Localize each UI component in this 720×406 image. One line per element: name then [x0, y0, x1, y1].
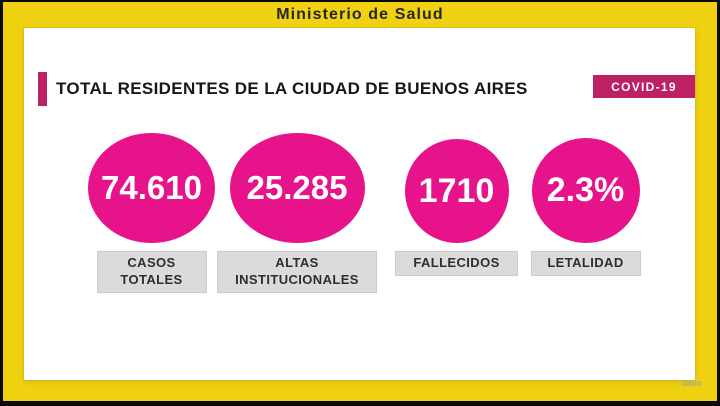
- stat-value: 2.3%: [546, 171, 625, 209]
- covid19-badge: COVID-19: [593, 75, 695, 98]
- stat-item-fallecidos: 1710 FALLECIDOS: [395, 132, 518, 276]
- watermark: [682, 381, 702, 386]
- stat-circle: 25.285: [229, 133, 365, 243]
- stat-label: FALLECIDOS: [395, 251, 518, 276]
- stat-circle-holder: 25.285: [229, 132, 365, 243]
- stat-circle: 2.3%: [531, 138, 640, 243]
- stat-item-casos-totales: 74.610 CASOS TOTALES: [88, 132, 215, 293]
- stat-circle: 1710: [404, 139, 509, 243]
- title-accent-bar: [38, 72, 47, 106]
- top-banner: Ministerio de Salud: [3, 2, 717, 28]
- stat-value: 1710: [418, 171, 495, 210]
- stat-value: 74.610: [101, 169, 202, 206]
- stats-row: 74.610 CASOS TOTALES 25.285 ALTAS INSTIT…: [88, 132, 642, 293]
- stat-label: CASOS TOTALES: [96, 251, 207, 293]
- header-row: TOTAL RESIDENTES DE LA CIUDAD DE BUENOS …: [24, 72, 695, 106]
- stat-item-letalidad: 2.3% LETALIDAD: [529, 132, 642, 276]
- page-title: TOTAL RESIDENTES DE LA CIUDAD DE BUENOS …: [56, 79, 528, 98]
- stat-circle-holder: 74.610: [88, 132, 215, 243]
- stat-label: LETALIDAD: [530, 251, 641, 276]
- stat-circle-holder: 1710: [404, 132, 509, 243]
- content-panel: TOTAL RESIDENTES DE LA CIUDAD DE BUENOS …: [24, 28, 695, 380]
- stat-value: 25.285: [246, 169, 348, 206]
- ministry-title: Ministerio de Salud: [276, 6, 444, 23]
- stat-item-altas-institucionales: 25.285 ALTAS INSTITUCIONALES: [217, 132, 377, 293]
- stat-circle-holder: 2.3%: [531, 132, 640, 243]
- stat-circle: 74.610: [88, 133, 215, 243]
- stat-label: ALTAS INSTITUCIONALES: [217, 251, 377, 293]
